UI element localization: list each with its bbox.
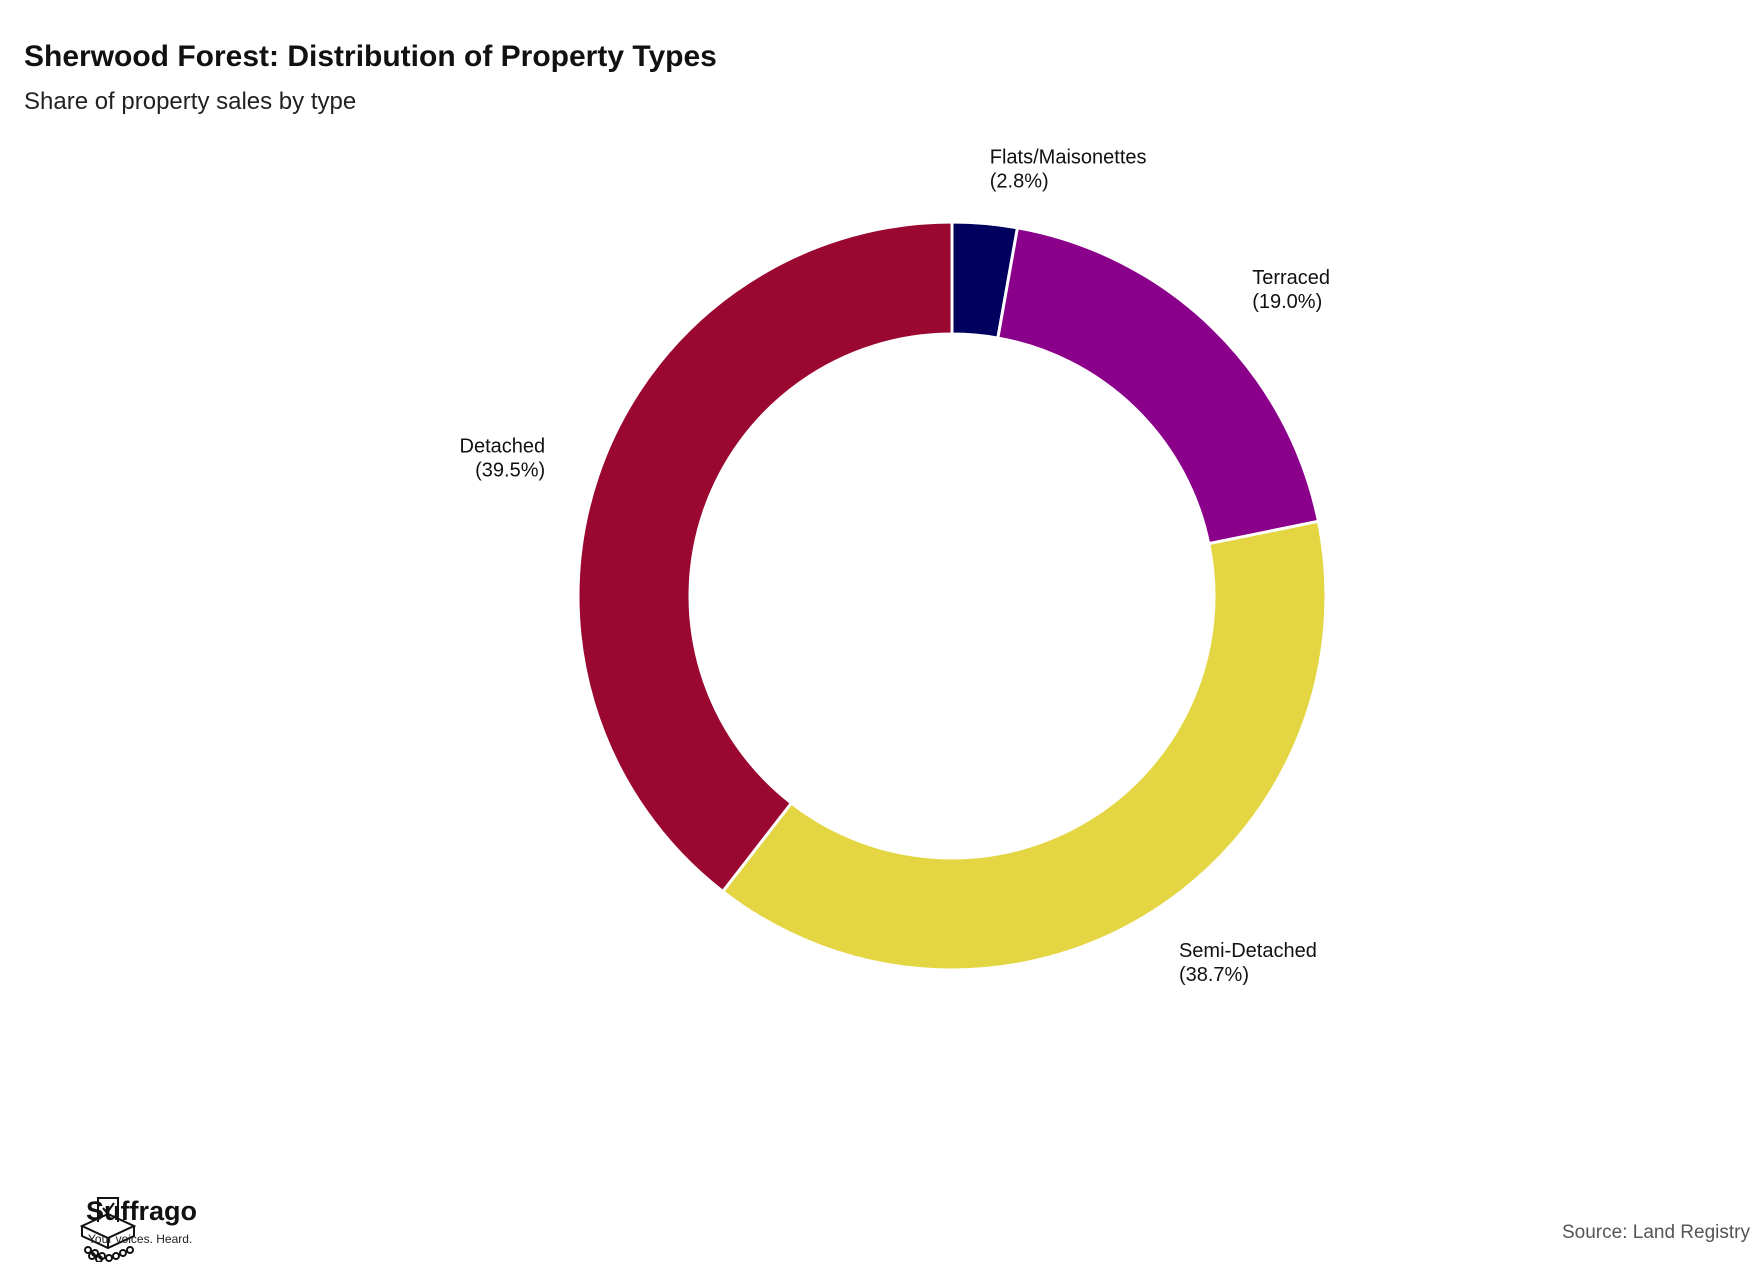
brand-name: Suffrago [86, 1196, 197, 1226]
slice-label-pct: (19.0%) [1252, 291, 1322, 313]
slice-labels: Flats/Maisonettes (2.8%) Terraced (19.0%) Se… [460, 147, 1330, 987]
slice-semi-detached [720, 519, 1328, 972]
slice-label-terraced: Terraced (19.0%) [1252, 267, 1330, 313]
slice-label-name: Detached [460, 436, 546, 458]
slice-label-pct: (2.8%) [990, 171, 1049, 193]
brand-tagline: Your voices. Heard. [88, 1232, 193, 1246]
slice-label-flats-maisonettes: Flats/Maisonettes (2.8%) [990, 147, 1147, 193]
slice-label-pct: (38.7%) [1179, 964, 1249, 986]
slice-label-pct: (39.5%) [475, 460, 545, 482]
slice-label-detached: Detached (39.5%) [460, 436, 546, 482]
slice-label-name: Flats/Maisonettes [990, 147, 1147, 169]
ballot-box-icon [79, 1197, 137, 1262]
slice-detached [576, 220, 954, 894]
slice-label-name: Terraced [1252, 267, 1330, 289]
donut-slices [576, 220, 1328, 972]
slice-label-semi-detached: Semi-Detached (38.7%) [1179, 940, 1317, 986]
chart-title: Sherwood Forest: Distribution of Propert… [24, 40, 717, 73]
source-note: Source: Land Registry [1562, 1222, 1750, 1243]
slice-label-name: Semi-Detached [1179, 940, 1317, 962]
chart-subtitle: Share of property sales by type [24, 88, 357, 115]
